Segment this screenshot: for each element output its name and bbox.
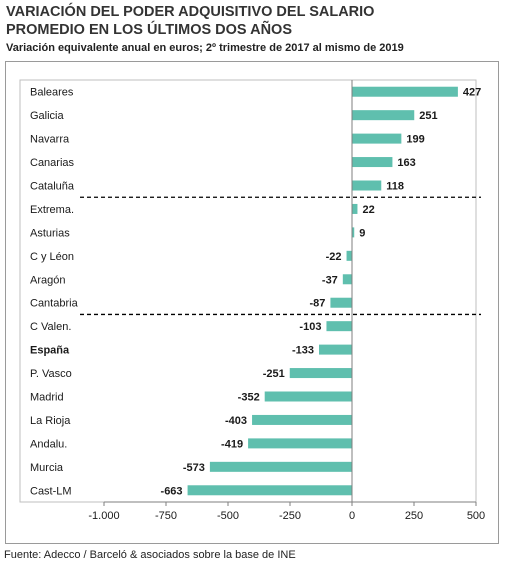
data-label: -37 (322, 274, 338, 286)
data-label: 163 (397, 157, 415, 169)
chart-frame (5, 61, 499, 544)
x-tick-label: -750 (155, 510, 177, 522)
data-label: -419 (221, 438, 243, 450)
bar (352, 157, 393, 168)
category-label: C y Léon (30, 251, 74, 263)
category-label: Canarias (30, 157, 75, 169)
data-label: -352 (238, 392, 260, 404)
data-label: -251 (263, 368, 285, 380)
source-note: Fuente: Adecco / Barceló & asociados sob… (4, 549, 296, 561)
x-tick-label: 0 (349, 510, 355, 522)
category-label: Asturias (30, 227, 70, 239)
data-label: 9 (359, 227, 365, 239)
x-tick-label: -1.000 (88, 510, 119, 522)
data-label: -403 (225, 415, 247, 427)
category-label: Baleares (30, 87, 74, 99)
bar (352, 133, 402, 144)
x-tick-label: -500 (217, 510, 239, 522)
category-label: Cantabria (30, 298, 79, 310)
chart-title: VARIACIÓN DEL PODER ADQUISITIVO DEL SALA… (6, 3, 501, 39)
category-label: Navarra (30, 134, 70, 146)
bar (187, 485, 352, 496)
bar (209, 461, 352, 472)
bar (248, 438, 352, 449)
category-label: Extrema. (30, 204, 74, 216)
bar (352, 110, 415, 121)
data-label: 199 (406, 134, 424, 146)
x-tick-label: -250 (279, 510, 301, 522)
bar (352, 227, 355, 238)
bar (352, 203, 358, 214)
bar (319, 344, 352, 355)
category-label: La Rioja (30, 415, 71, 427)
bar (252, 414, 352, 425)
data-label: 22 (362, 204, 374, 216)
category-label: P. Vasco (30, 368, 72, 380)
bar (326, 321, 352, 332)
category-label: Andalu. (30, 438, 67, 450)
bar (330, 297, 352, 308)
category-label: Murcia (30, 462, 64, 474)
x-tick-label: 250 (405, 510, 423, 522)
category-label: C Valen. (30, 321, 71, 333)
data-label: -133 (292, 345, 314, 357)
data-label: 427 (463, 87, 481, 99)
bar (342, 274, 352, 285)
x-tick-label: 500 (467, 510, 485, 522)
category-label: Madrid (30, 392, 64, 404)
bar (346, 250, 352, 261)
bar (264, 391, 352, 402)
category-label: España (30, 345, 70, 357)
data-label: -103 (299, 321, 321, 333)
bar (352, 180, 382, 191)
category-label: Cast-LM (30, 485, 72, 497)
data-label: 118 (386, 181, 404, 193)
data-label: 251 (419, 110, 437, 122)
data-label: -663 (161, 485, 183, 497)
chart-title-line-1: VARIACIÓN DEL PODER ADQUISITIVO DEL SALA… (6, 4, 375, 20)
category-label: Cataluña (30, 181, 75, 193)
chart-subtitle: Variación equivalente anual en euros; 2º… (6, 42, 404, 54)
bar (289, 368, 352, 379)
data-label: -573 (183, 462, 205, 474)
data-label: -87 (310, 298, 326, 310)
category-label: Aragón (30, 274, 65, 286)
category-label: Galicia (30, 110, 65, 122)
data-label: -22 (326, 251, 342, 263)
chart-title-line-2: PROMEDIO EN LOS ÚLTIMOS DOS AÑOS (6, 22, 292, 38)
bar (352, 86, 458, 97)
